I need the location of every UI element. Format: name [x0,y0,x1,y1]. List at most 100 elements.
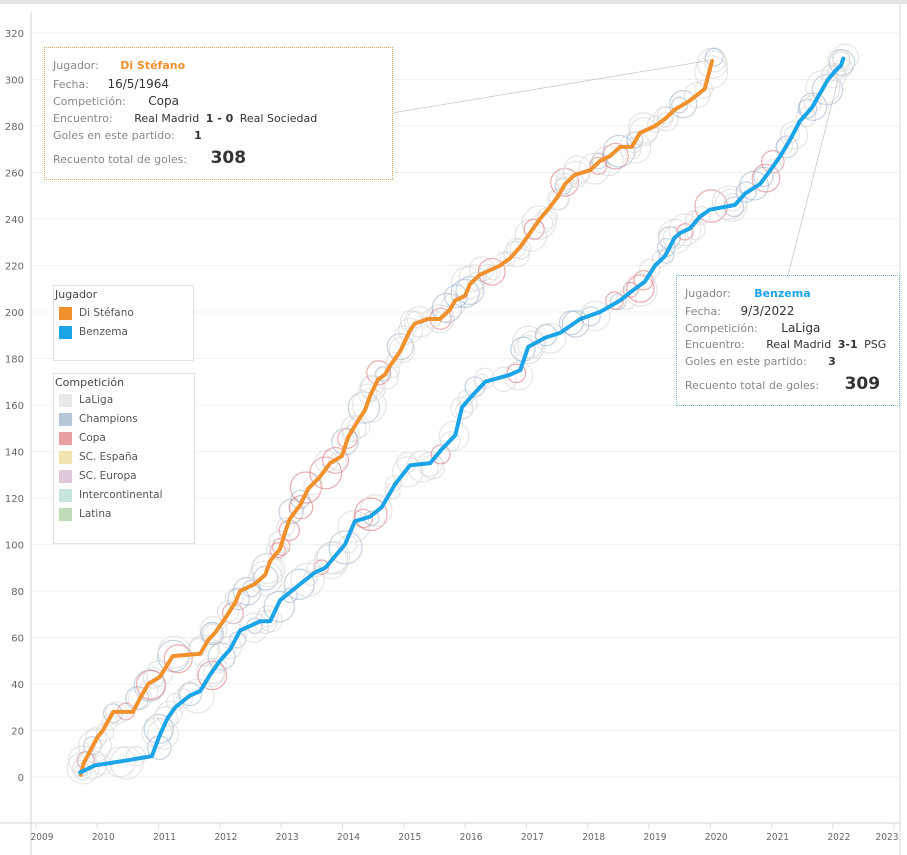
match-circle[interactable] [386,333,414,361]
point-di-stefano[interactable] [131,710,135,714]
match-circle[interactable] [775,135,799,159]
legend-item-distefano[interactable]: Di Stéfano [59,306,134,320]
match-circle[interactable] [431,292,463,324]
match-circle[interactable] [268,530,292,554]
match-circle[interactable] [503,241,530,268]
point-benzema[interactable] [198,689,202,693]
point-di-stefano[interactable] [268,559,272,563]
point-di-stefano[interactable] [638,131,642,135]
match-circle[interactable] [251,553,283,585]
point-di-stefano[interactable] [388,363,392,367]
point-benzema[interactable] [173,705,177,709]
point-benzema[interactable] [368,515,372,519]
match-circle[interactable] [605,291,624,311]
point-benzema[interactable] [598,310,602,314]
match-circle[interactable] [156,700,183,727]
point-benzema[interactable] [810,105,814,109]
match-circle[interactable] [832,43,859,71]
match-circle[interactable] [555,167,578,190]
match-circle[interactable] [173,688,194,709]
match-circle[interactable] [209,656,227,674]
point-benzema[interactable] [268,619,272,623]
match-circle[interactable] [263,590,296,623]
point-benzema[interactable] [343,543,347,547]
point-di-stefano[interactable] [101,729,105,733]
match-circle[interactable] [517,330,546,360]
point-di-stefano[interactable] [588,168,592,172]
point-di-stefano[interactable] [438,317,442,321]
match-circle[interactable] [827,48,851,73]
match-circle[interactable] [779,121,809,150]
match-circle[interactable] [455,276,485,306]
match-circle[interactable] [714,188,748,223]
match-circle[interactable] [384,483,401,500]
point-benzema[interactable] [298,582,302,586]
point-di-stefano[interactable] [298,503,302,507]
point-di-stefano[interactable] [158,675,162,679]
match-circle[interactable] [450,396,474,420]
match-circle[interactable] [302,570,319,587]
match-circle[interactable] [347,391,381,424]
line-benzema[interactable] [78,56,846,775]
point-benzema[interactable] [313,570,317,574]
match-circle[interactable] [303,475,324,496]
point-di-stefano[interactable] [288,517,292,521]
point-di-stefano[interactable] [353,424,357,428]
match-circle[interactable] [309,456,343,490]
match-circle[interactable] [506,363,527,384]
point-di-stefano[interactable] [340,454,344,458]
point-benzema[interactable] [483,380,487,384]
point-benzema[interactable] [733,203,737,207]
point-di-stefano[interactable] [598,159,602,163]
point-benzema[interactable] [78,770,82,774]
match-circle[interactable] [450,278,480,308]
match-circle[interactable] [653,105,679,132]
match-circle[interactable] [227,587,250,611]
match-circle[interactable] [256,605,279,628]
match-circle[interactable] [78,728,112,763]
match-circle[interactable] [195,657,226,688]
legend-item-laliga[interactable]: LaLiga [59,393,113,407]
match-circle[interactable] [287,497,305,515]
legend-item-sc-europa[interactable]: SC. Europa [59,469,137,483]
match-circle[interactable] [602,134,636,168]
point-benzema[interactable] [393,482,397,486]
match-circle[interactable] [404,306,436,338]
point-benzema[interactable] [788,138,792,142]
match-circle[interactable] [352,388,387,424]
point-di-stefano[interactable] [710,59,714,63]
match-circle[interactable] [353,508,374,529]
point-di-stefano[interactable] [518,245,522,249]
point-benzema[interactable] [708,208,712,212]
point-di-stefano[interactable] [408,329,412,333]
point-di-stefano[interactable] [688,98,692,102]
match-circle[interactable] [152,706,179,732]
match-circle[interactable] [531,212,554,234]
match-circle[interactable] [178,682,203,707]
point-di-stefano[interactable] [206,638,210,642]
point-di-stefano[interactable] [563,182,567,186]
point-di-stefano[interactable] [630,145,634,149]
match-circle[interactable] [668,213,702,247]
point-benzema[interactable] [834,68,838,72]
match-circle[interactable] [669,89,698,119]
point-benzema[interactable] [460,405,464,409]
match-circle[interactable] [200,621,224,646]
point-benzema[interactable] [778,154,782,158]
match-circle[interactable] [555,173,575,192]
match-circle[interactable] [723,193,743,212]
point-di-stefano[interactable] [413,322,417,326]
point-benzema[interactable] [543,336,547,340]
match-circle[interactable] [322,446,350,474]
legend-item-intercontinental[interactable]: Intercontinental [59,488,163,502]
match-circle[interactable] [602,142,629,170]
point-di-stefano[interactable] [198,652,202,656]
match-circle[interactable] [145,660,173,688]
point-benzema[interactable] [508,373,512,377]
match-circle[interactable] [359,374,384,399]
point-di-stefano[interactable] [508,257,512,261]
legend-item-sc-espana[interactable]: SC. España [59,450,138,464]
match-circle[interactable] [827,64,845,82]
legend-item-copa[interactable]: Copa [59,431,106,445]
match-circle[interactable] [751,163,781,193]
